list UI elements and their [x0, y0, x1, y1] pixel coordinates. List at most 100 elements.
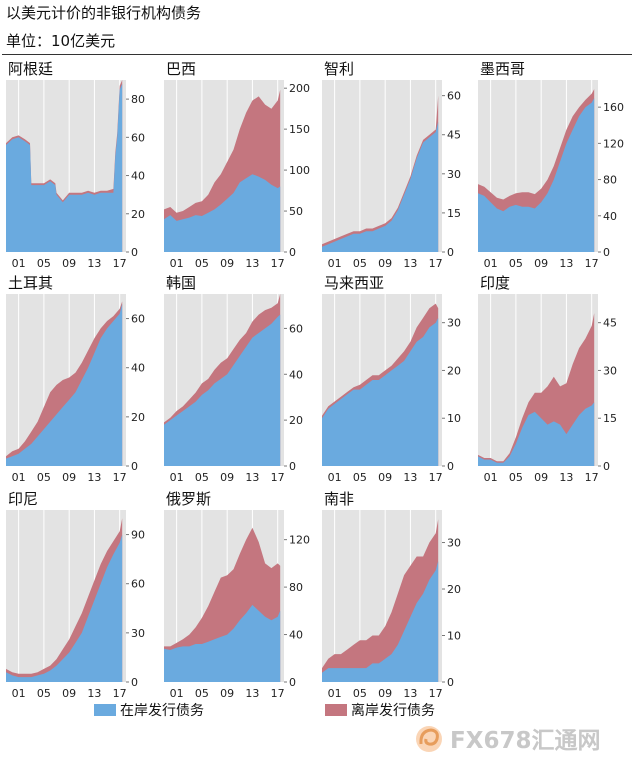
legend-onshore-swatch [94, 704, 116, 716]
x-tick-label: 05 [353, 471, 367, 484]
panel-title: 墨西哥 [480, 60, 526, 78]
watermark: FX678汇通网 [416, 726, 600, 754]
x-tick-label: 17 [271, 687, 285, 700]
y-tick-label: 60 [131, 131, 145, 144]
y-tick-label: 60 [131, 313, 145, 326]
y-tick-label: 20 [131, 208, 145, 221]
chart-panel: 印度 0 15 30 45 01 05 09 13 17 [478, 272, 634, 488]
x-tick-label: 17 [429, 687, 443, 700]
series-onshore-area [478, 402, 595, 466]
y-tick-label: 0 [131, 460, 138, 473]
y-tick-label: 10 [447, 630, 461, 643]
y-tick-label: 30 [447, 537, 461, 550]
y-tick-label: 40 [603, 210, 617, 223]
panel-title: 巴西 [166, 60, 197, 78]
x-tick-label: 17 [271, 257, 285, 270]
x-tick-label: 13 [403, 471, 417, 484]
y-tick-label: 60 [289, 322, 303, 335]
x-tick-label: 13 [559, 257, 573, 270]
y-tick-label: 0 [289, 460, 296, 473]
x-tick-label: 01 [170, 687, 184, 700]
y-tick-label: 30 [447, 168, 461, 181]
series-onshore-area [6, 303, 123, 466]
series-onshore-area [322, 317, 439, 466]
x-tick-label: 05 [37, 257, 51, 270]
x-tick-label: 01 [170, 471, 184, 484]
legend-onshore-label: 在岸发行债务 [120, 703, 204, 719]
series-onshore-area [322, 121, 439, 252]
x-tick-label: 09 [62, 471, 76, 484]
y-tick-label: 90 [131, 529, 145, 542]
x-tick-label: 01 [328, 687, 342, 700]
x-tick-label: 05 [195, 687, 209, 700]
x-tick-label: 09 [378, 257, 392, 270]
series-onshore-area [478, 98, 595, 252]
series-onshore-area [6, 83, 123, 252]
x-tick-label: 09 [534, 257, 548, 270]
page-title: 以美元计价的非银行机构债务 [6, 4, 202, 22]
y-tick-label: 20 [447, 583, 461, 596]
x-tick-label: 13 [245, 257, 259, 270]
x-tick-label: 13 [87, 257, 101, 270]
x-tick-label: 13 [245, 687, 259, 700]
y-tick-label: 200 [289, 82, 310, 95]
x-tick-label: 05 [353, 257, 367, 270]
y-tick-label: 45 [447, 129, 461, 142]
chart-panel: 智利 0 15 30 45 60 01 05 09 13 17 [322, 58, 478, 274]
panel-title: 马来西亚 [324, 274, 385, 292]
area-chart: 0 20 40 60 80 01 05 09 13 17 [6, 80, 145, 270]
area-chart: 0 10 20 30 01 05 09 13 17 [322, 294, 461, 484]
x-tick-label: 13 [403, 687, 417, 700]
x-tick-label: 05 [195, 257, 209, 270]
x-tick-label: 09 [534, 471, 548, 484]
y-tick-label: 60 [131, 578, 145, 591]
series-offshore-area [478, 313, 595, 466]
x-tick-label: 01 [12, 257, 26, 270]
x-tick-label: 01 [484, 471, 498, 484]
panel-title: 智利 [324, 60, 355, 78]
x-tick-label: 17 [113, 471, 127, 484]
y-tick-label: 45 [603, 317, 617, 330]
chart-panel: 印尼 0 30 60 90 01 05 09 13 17 [6, 488, 162, 704]
x-tick-label: 09 [62, 257, 76, 270]
area-chart: 0 15 30 45 01 05 09 13 17 [478, 294, 617, 484]
page-subtitle: 单位：10亿美元 [6, 32, 116, 50]
x-tick-label: 17 [113, 257, 127, 270]
y-tick-label: 0 [447, 460, 454, 473]
y-tick-label: 150 [289, 123, 310, 136]
y-tick-label: 0 [603, 246, 610, 259]
y-tick-label: 30 [131, 627, 145, 640]
x-tick-label: 01 [170, 257, 184, 270]
x-tick-label: 13 [87, 687, 101, 700]
y-tick-label: 10 [447, 412, 461, 425]
x-tick-label: 17 [429, 257, 443, 270]
y-tick-label: 160 [603, 101, 624, 114]
chart-panel: 巴西 0 50 100 150 200 01 05 09 13 17 [164, 58, 320, 274]
y-tick-label: 40 [131, 170, 145, 183]
area-chart: 0 40 80 120 01 05 09 13 17 [164, 510, 310, 700]
y-tick-label: 40 [289, 368, 303, 381]
y-tick-label: 20 [131, 411, 145, 424]
x-tick-label: 01 [328, 257, 342, 270]
panel-title: 阿根廷 [8, 60, 54, 78]
panel-title: 俄罗斯 [166, 490, 212, 508]
x-tick-label: 05 [37, 471, 51, 484]
y-tick-label: 120 [603, 137, 624, 150]
header-divider [2, 54, 632, 55]
x-tick-label: 09 [378, 687, 392, 700]
series-onshore-area [322, 561, 439, 682]
y-tick-label: 40 [289, 629, 303, 642]
y-tick-label: 0 [447, 246, 454, 259]
y-tick-label: 30 [447, 317, 461, 330]
chart-panel: 阿根廷 0 20 40 60 80 01 05 09 13 17 [6, 58, 162, 274]
y-tick-label: 50 [289, 205, 303, 218]
legend-offshore: 离岸发行债务 [325, 700, 435, 720]
legend-offshore-label: 离岸发行债务 [351, 703, 435, 719]
y-tick-label: 80 [289, 581, 303, 594]
chart-panel: 南非 0 10 20 30 01 05 09 13 17 [322, 488, 478, 704]
y-tick-label: 80 [603, 174, 617, 187]
chart-panel: 墨西哥 0 40 80 120 160 01 05 09 13 17 [478, 58, 634, 274]
x-tick-label: 09 [220, 257, 234, 270]
y-tick-label: 15 [447, 207, 461, 220]
panel-title: 印度 [480, 274, 511, 292]
